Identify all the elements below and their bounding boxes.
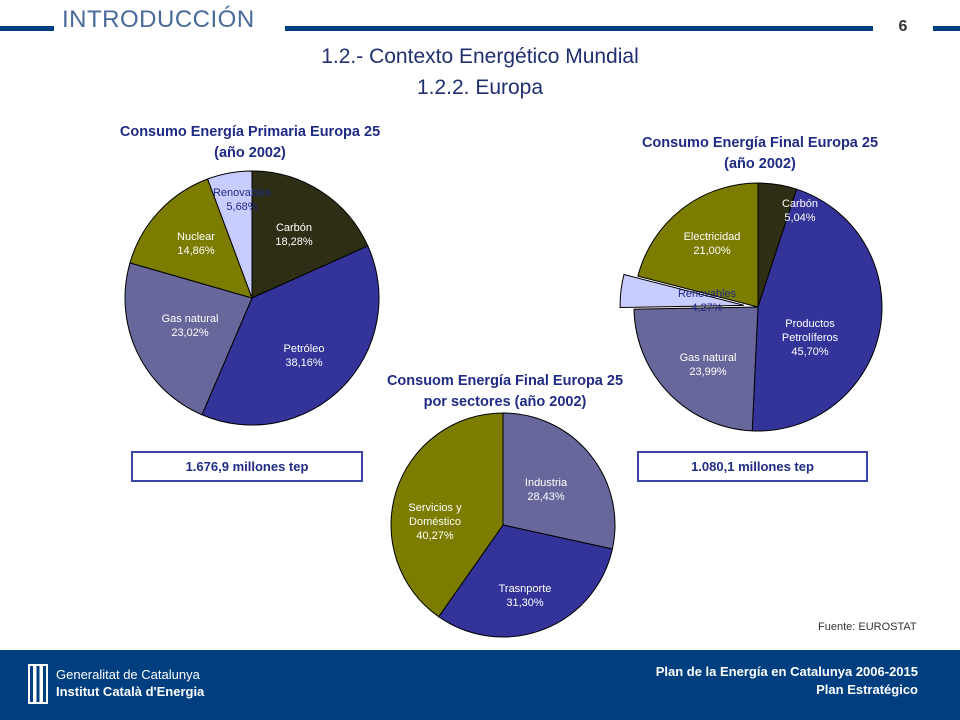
plan-title: Plan de la Energía en Catalunya 2006-201… [655,664,918,679]
pie-label-renovables: Renovables 5,68% [213,187,272,213]
pie-slice-nuclear [129,178,253,299]
pie-label-nuclear: Nuclear 14,86% [177,231,215,257]
pie-label-petroleo: Petróleo 38,16% [284,343,325,369]
pie-slice-industria [502,412,616,550]
pie-slice-productos-petroliferos [751,188,883,432]
chart-title-primary-line1: Consumo Energía Primaria Europa 25 [119,124,381,140]
header-rule-right [285,26,873,31]
chart-title-sectors-line2: por sectores (año 2002) [423,394,587,410]
header-rule-end [933,26,960,31]
chart-title-primary: Consumo Energía Primaria Europa 25 (año … [80,122,420,164]
pie-label-carbon: Carbón 18,28% [275,222,313,248]
source-note: Fuente: EUROSTAT [818,621,917,633]
total-final-energy: 1.080,1 millones tep [637,451,868,482]
footer-bar: Generalitat de Catalunya Institut Català… [0,650,960,720]
pie-slice-gas-natural [124,262,253,416]
pie-label-productos-petroliferos: Productos Petrolíferos 45,70% [782,318,839,358]
main-subtitle: 1.2.2. Europa [416,76,544,99]
pie-slice-renovables [619,273,745,308]
page-number: 6 [898,18,908,35]
pie-label-servicios-y-domestico: Servicios y Doméstico 40,27% [408,502,462,542]
pie-slice-carbon [251,170,369,299]
pie-slice-servicios-y-domestico [390,412,504,618]
pie-label-gas-natural: Gas natural 23,02% [162,313,219,339]
chart-title-final-line1: Consumo Energía Final Europa 25 [641,135,879,151]
chart-title-final: Consumo Energía Final Europa 25 (año 200… [600,133,920,175]
section-title: INTRODUCCIÓN [62,6,255,33]
header-rule-left [0,26,54,31]
pie-slice-electricidad [637,182,759,308]
pie-label-electricidad: Electricidad 21,00% [684,231,741,257]
pie-label-trasnporte: Trasnporte 31,30% [499,583,552,609]
pie-slice-renovables [206,170,253,299]
pie-slice-petroleo [201,245,380,426]
main-title: 1.2.- Contexto Energético Mundial [321,45,639,68]
org-institute: Institut Català d'Energia [56,684,205,699]
pie-label-renovables: Renovables 4,27% [678,288,737,314]
chart-title-final-line2: (año 2002) [724,156,796,172]
chart-title-sectors: Consuom Energía Final Europa 25 por sect… [360,371,650,413]
pie-label-carbon: Carbón 5,04% [782,198,818,224]
pie-label-industria: Industria 28,43% [525,477,568,503]
generalitat-logo-icon [28,664,48,704]
chart-title-primary-line2: (año 2002) [214,145,286,161]
pie-slice-gas-natural [633,306,759,432]
total-primary-energy: 1.676,9 millones tep [131,451,363,482]
chart-title-sectors-line1: Consuom Energía Final Europa 25 [386,373,624,389]
pie-slice-trasnporte [438,524,614,638]
pie-label-gas-natural: Gas natural 23,99% [680,352,737,378]
org-name: Generalitat de Catalunya [56,667,200,682]
plan-subtitle: Plan Estratégico [816,682,918,697]
